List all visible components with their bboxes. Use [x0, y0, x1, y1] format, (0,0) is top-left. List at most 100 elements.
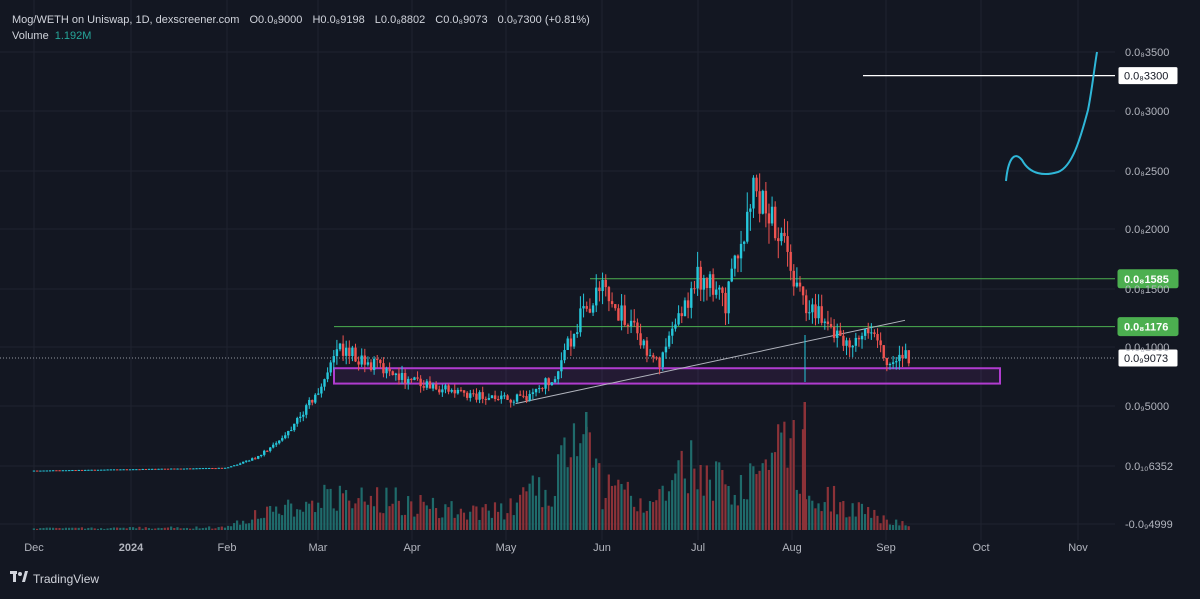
volume-bar	[345, 490, 348, 530]
volume-bar	[512, 515, 515, 530]
candle-body	[804, 295, 808, 314]
candle-body	[447, 385, 450, 392]
candle-body	[363, 355, 367, 365]
candle-body	[296, 418, 299, 424]
volume-bar	[74, 527, 77, 530]
volume-bar	[664, 500, 667, 530]
x-tick-label: Jul	[691, 542, 705, 554]
volume-bar-spike	[585, 412, 588, 530]
candle-body	[211, 467, 214, 469]
candle-body	[789, 251, 792, 271]
volume-bar	[87, 527, 90, 530]
candle-body	[269, 447, 272, 451]
volume-bar	[792, 420, 795, 530]
x-tick-label: Nov	[1068, 542, 1088, 554]
volume-bar	[84, 528, 87, 530]
volume-bar	[379, 512, 382, 530]
candle-body	[434, 384, 438, 390]
volume-bar	[266, 506, 269, 530]
volume-bar	[493, 502, 497, 530]
candle-body	[284, 435, 287, 439]
candle-body	[469, 393, 472, 398]
volume-bar	[128, 527, 132, 530]
candle-body	[348, 347, 351, 357]
volume-bar	[591, 467, 595, 530]
candle-body	[338, 343, 342, 350]
volume-bar	[690, 440, 693, 530]
candle-body	[770, 206, 774, 224]
volume-bar	[525, 491, 528, 530]
candle-body	[885, 357, 889, 366]
volume-bar	[179, 528, 182, 530]
volume-bar	[341, 493, 345, 530]
volume-bar	[851, 503, 854, 530]
candle-body	[144, 468, 148, 470]
volume-bar	[217, 527, 220, 530]
candle-body	[109, 469, 113, 471]
candle-body	[410, 378, 413, 380]
candle-body	[814, 304, 817, 319]
volume-bar	[547, 505, 550, 530]
volume-bar	[860, 503, 864, 530]
volume-bar	[789, 438, 792, 530]
volume-bar	[397, 500, 400, 530]
volume-bar	[563, 437, 566, 530]
candle-body	[416, 377, 419, 379]
candle-body	[422, 386, 425, 388]
volume-bar	[385, 487, 388, 530]
volume-bar	[730, 504, 733, 530]
volume-bar	[786, 467, 789, 530]
candle-body	[450, 389, 453, 392]
tradingview-brand[interactable]: TradingView	[10, 571, 99, 586]
candle-body	[715, 289, 718, 295]
volume-bar	[441, 517, 444, 530]
volume-bar	[598, 463, 601, 530]
volume-bar	[702, 495, 705, 530]
volume-bar	[693, 468, 696, 530]
candle-body	[248, 460, 251, 462]
candle-body	[836, 330, 839, 338]
candle-body	[372, 358, 376, 371]
candle-body	[652, 355, 655, 358]
volume-bar	[569, 457, 572, 530]
volume-bar	[749, 463, 752, 530]
volume-bar	[275, 506, 278, 530]
volume-bar	[245, 523, 248, 530]
candle-body	[254, 458, 257, 460]
candle-body	[633, 320, 636, 323]
candle-body	[369, 362, 373, 371]
volume-bar	[783, 421, 786, 530]
candle-body	[64, 470, 68, 472]
volume-bar	[705, 465, 708, 530]
candle-body	[711, 274, 715, 295]
volume-bar	[572, 423, 576, 530]
candle-body	[598, 287, 601, 292]
candle-body	[278, 440, 281, 444]
volume-bar	[528, 483, 531, 530]
volume-bar	[560, 445, 563, 530]
volume-bar	[773, 452, 777, 530]
volume-bar	[655, 500, 658, 530]
volume-bar	[241, 520, 245, 530]
volume-bar	[475, 506, 478, 530]
volume-bar	[907, 526, 910, 530]
candle-body	[341, 343, 345, 356]
volume-bar	[829, 511, 833, 530]
forecast-curve	[1005, 51, 1098, 182]
candle-body	[382, 363, 385, 374]
volume-bar	[490, 517, 493, 530]
volume-bar	[141, 528, 144, 530]
volume-bar	[444, 504, 447, 530]
tradingview-logo-icon	[10, 571, 28, 586]
volume-bar	[808, 495, 811, 530]
volume-bar	[376, 487, 379, 530]
volume-bar	[326, 489, 329, 530]
volume-bar	[434, 508, 438, 530]
candle-body	[496, 398, 500, 400]
volume-bar	[904, 525, 907, 530]
candle-body	[77, 469, 81, 471]
candle-body	[314, 394, 317, 403]
candle-body	[867, 328, 870, 334]
